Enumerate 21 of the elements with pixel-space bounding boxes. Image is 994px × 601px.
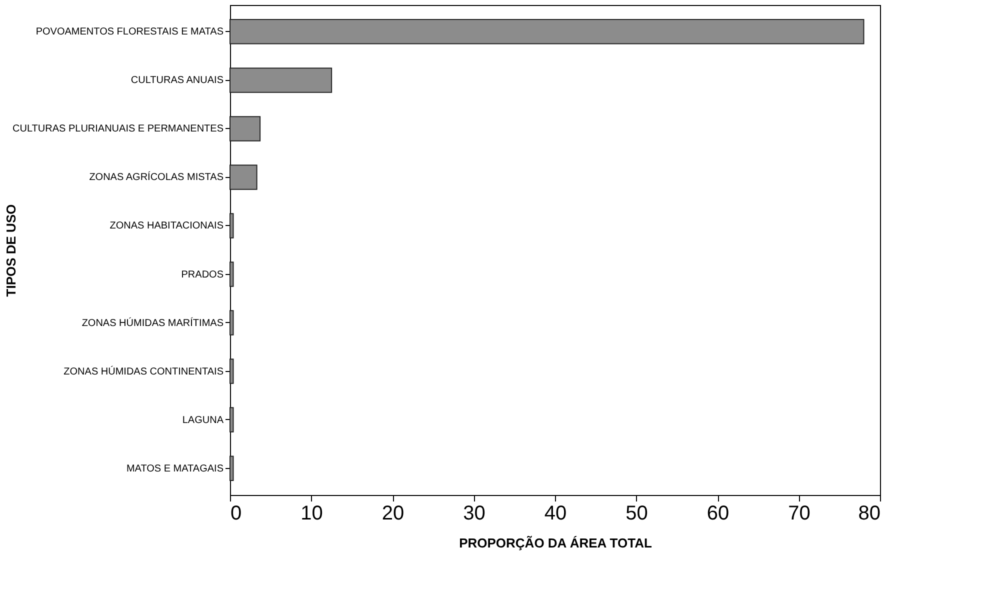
y-tick-label: CULTURAS PLURIANUAIS E PERMANENTES — [12, 124, 224, 135]
y-tick-label: LAGUNA — [182, 414, 224, 426]
x-axis-title: PROPORÇÃO DA ÁREA TOTAL — [459, 536, 652, 550]
y-tick-label: ZONAS HÚMIDAS MARÍTIMAS — [82, 316, 224, 329]
x-tick-label: 40 — [544, 502, 567, 524]
y-tick-label: MATOS E MATAGAIS — [126, 463, 224, 474]
y-tick-label: ZONAS AGRÍCOLAS MISTAS — [89, 171, 224, 184]
y-axis-title: TIPOS DE USO — [4, 204, 18, 297]
y-tick-label: PRADOS — [181, 269, 224, 280]
x-tick-label: 50 — [626, 502, 648, 524]
x-tick-label: 70 — [788, 502, 810, 524]
y-tick-label: ZONAS HÚMIDAS CONTINENTAIS — [64, 365, 224, 378]
x-tick-label: 10 — [300, 502, 323, 524]
y-tick-label: ZONAS HABITACIONAIS — [110, 220, 224, 232]
x-tick-label: 30 — [463, 502, 486, 524]
x-tick-label: 60 — [706, 502, 730, 524]
x-tick-label: 0 — [230, 502, 242, 524]
x-tick-label: 80 — [858, 502, 880, 524]
x-tick-label: 20 — [382, 502, 404, 524]
y-tick-label: POVOAMENTOS FLORESTAIS E MATAS — [36, 26, 224, 38]
y-tick-label: CULTURAS ANUAIS — [130, 75, 224, 86]
